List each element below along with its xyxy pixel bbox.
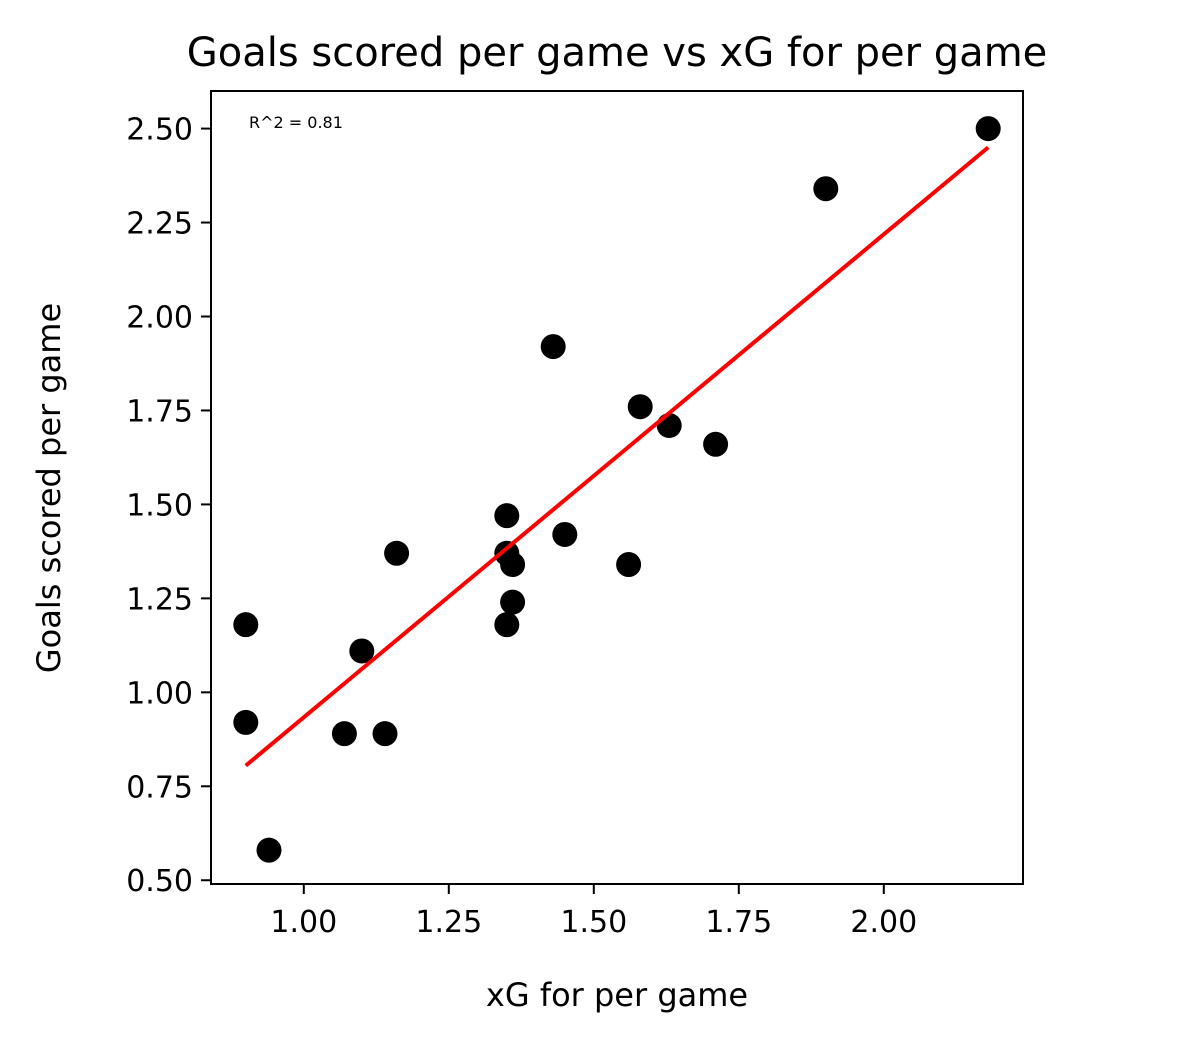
y-tick-label: 2.00 — [126, 300, 193, 335]
data-point — [703, 432, 728, 457]
data-point — [616, 552, 641, 577]
y-tick-label: 1.00 — [126, 676, 193, 711]
data-point — [494, 503, 519, 528]
y-tick-label: 2.25 — [126, 207, 193, 242]
plot-frame — [211, 91, 1023, 884]
x-tick-label: 1.50 — [560, 905, 627, 940]
data-point — [541, 334, 566, 359]
data-point — [657, 413, 682, 438]
data-point — [373, 721, 398, 746]
y-tick-label: 0.50 — [126, 864, 193, 899]
data-point — [813, 176, 838, 201]
x-tick-label: 1.75 — [705, 905, 772, 940]
y-tick-label: 0.75 — [126, 770, 193, 805]
x-tick-label: 1.00 — [270, 905, 337, 940]
data-point — [628, 394, 653, 419]
data-point — [257, 838, 282, 863]
data-point — [332, 721, 357, 746]
r-squared-annotation: R^2 = 0.81 — [249, 113, 343, 132]
data-point — [500, 552, 525, 577]
chart-title: Goals scored per game vs xG for per game — [187, 30, 1048, 76]
y-axis-label: Goals scored per game — [30, 303, 68, 673]
x-tick-label: 2.00 — [850, 905, 917, 940]
data-point — [552, 522, 577, 547]
data-point — [384, 541, 409, 566]
y-tick-label: 2.50 — [126, 113, 193, 148]
x-axis-label: xG for per game — [486, 976, 748, 1014]
data-point — [976, 116, 1001, 141]
y-tick-label: 1.25 — [126, 582, 193, 617]
data-point — [500, 590, 525, 615]
x-tick-label: 1.25 — [415, 905, 482, 940]
data-point — [233, 710, 258, 735]
data-point — [233, 612, 258, 637]
regression-line — [246, 147, 988, 765]
y-tick-label: 1.75 — [126, 394, 193, 429]
data-point — [494, 612, 519, 637]
y-tick-label: 1.50 — [126, 488, 193, 523]
